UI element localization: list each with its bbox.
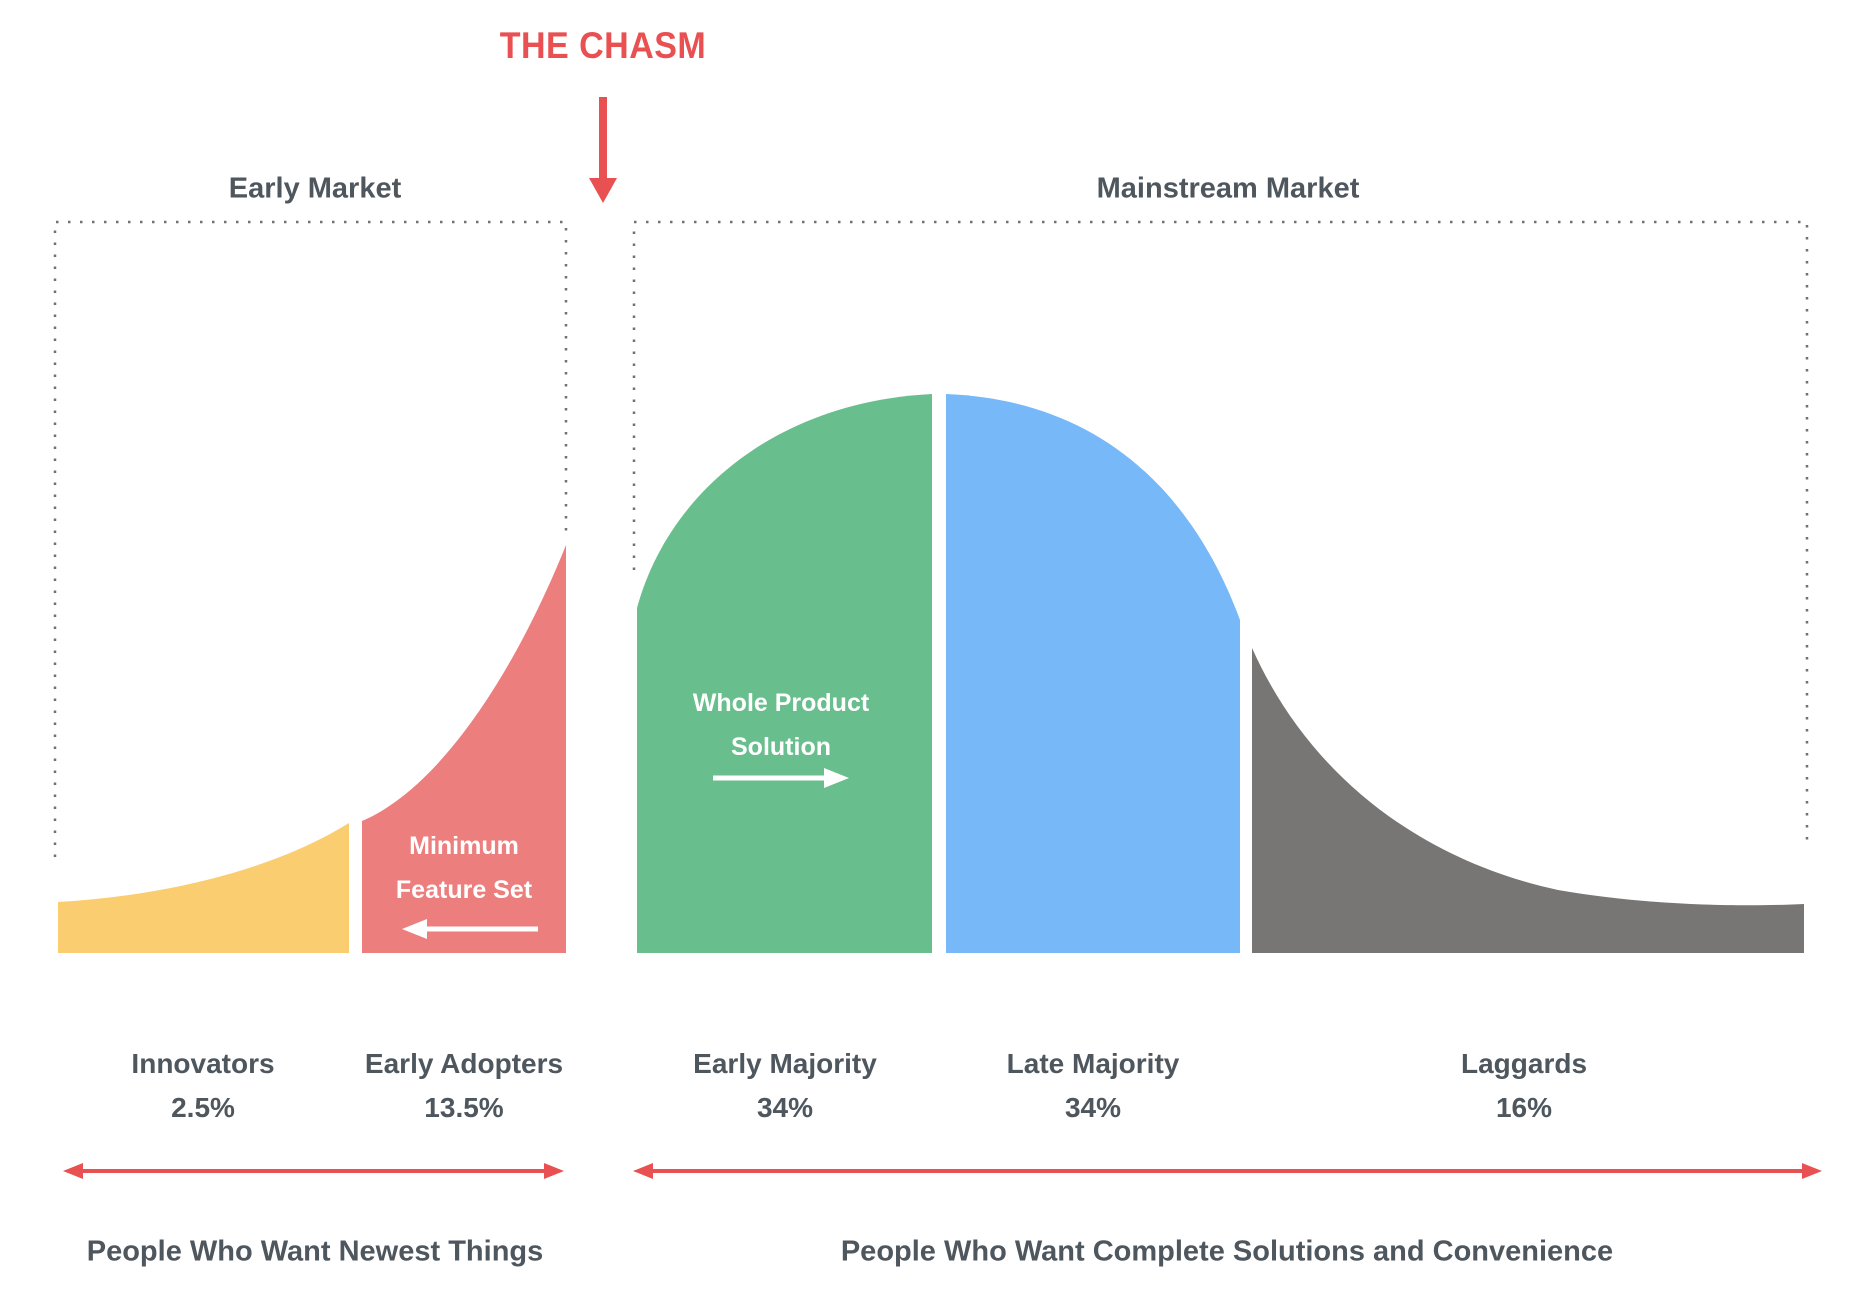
right-arrow-head [544,1163,564,1179]
laggards-area [1252,648,1804,953]
early-market-dotted-border [53,220,568,857]
laggards-percent: 16% [1495,1092,1553,1123]
chasm-arrow [589,97,617,203]
laggards-label: Laggards [1460,1048,1588,1079]
early-market-label: Early Market [228,172,402,205]
early-adopters-area [362,545,566,953]
innovators-area [58,823,349,953]
early-majority-percent: 34% [756,1092,814,1123]
whole-product-solution-arrow [713,768,849,788]
late-majority-percent: 34% [1064,1092,1122,1123]
annotation-line: Whole Product [692,689,870,717]
early-majority-label: Early Majority [693,1048,877,1079]
late-majority-area [946,394,1240,953]
left-arrow-head [402,919,427,939]
early-majority-area [637,394,932,953]
chasm-arrow-head [589,178,617,203]
mainstream-market-label: Mainstream Market [1096,172,1360,205]
right-arrow-head [824,768,849,788]
late-majority-label: Late Majority [1006,1048,1180,1079]
right-arrow-head [1802,1163,1822,1179]
mainstream-market-caption: People Who Want Complete Solutions and C… [840,1235,1614,1268]
early-market-span-arrow [63,1163,564,1179]
mainstream-span-arrow [633,1163,1822,1179]
chasm-title: THE CHASM [499,25,707,66]
early-adopters-percent: 13.5% [424,1092,504,1123]
left-arrow-head [63,1163,83,1179]
minimum-feature-set-annotation: Minimum Feature Set [396,824,532,912]
annotation-line: Solution [731,733,831,761]
early-market-caption: People Who Want Newest Things [86,1235,544,1268]
left-arrow-head [633,1163,653,1179]
whole-product-solution-annotation: Whole Product Solution [693,681,869,769]
innovators-label: Innovators [131,1048,275,1079]
innovators-percent: 2.5% [171,1092,235,1123]
minimum-feature-set-arrow [402,919,538,939]
early-adopters-label: Early Adopters [364,1048,564,1079]
annotation-line: Feature Set [395,876,533,904]
annotation-line: Minimum [409,832,519,860]
